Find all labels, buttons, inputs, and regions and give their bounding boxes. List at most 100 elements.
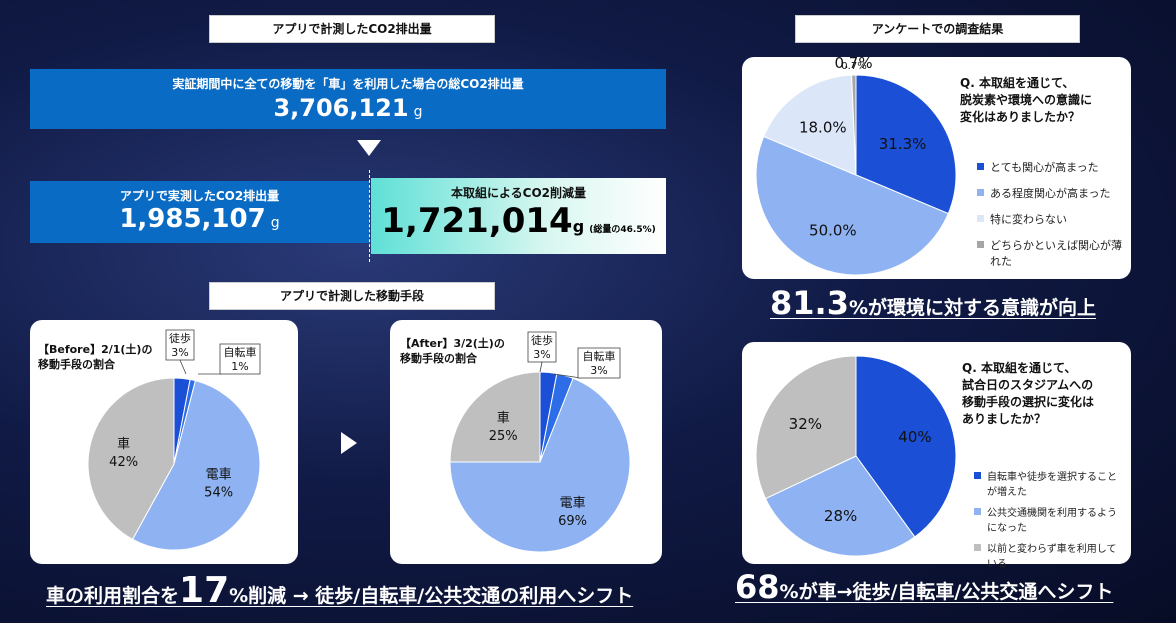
pie-slice-2: [763, 74, 857, 176]
legend-item: 公共交通機関を利用するようになった: [974, 504, 1126, 534]
transport-headline-suffix: %削減 → 徒歩/自転車/公共交通の利用へシフト: [229, 585, 634, 607]
pie-label-2: 32%: [789, 415, 822, 433]
reduction-co2-bar: 本取組によるCO2削減量 1,721,014g (総量の46.5%): [371, 178, 666, 254]
survey1-headline: 81.3%が環境に対する意識が向上: [770, 284, 1096, 322]
actual-co2-unit: g: [270, 215, 280, 231]
pie-label-1: 50.0%: [809, 221, 857, 239]
transport-headline-text: 車の利用割合を17%削減 → 徒歩/自転車/公共交通の利用へシフト: [46, 570, 634, 611]
survey1-panel: 31.3% 50.0% 18.0% 0.7% 0.7% Q. 本取組を通じて、 脱炭素や…: [742, 57, 1131, 279]
transport-section-header: アプリで計測した移動手段: [209, 282, 495, 310]
pie-slice-0: [855, 355, 957, 538]
before-chart-title: 【Before】2/1(土)の 移動手段の割合: [38, 343, 153, 371]
pie-slice-1: [764, 455, 916, 557]
reduction-co2-note: (総量の46.5%): [589, 225, 656, 235]
callout-label-0: 徒歩 3%: [169, 331, 191, 359]
survey2-headline-suffix: %が車→徒歩/自転車/公共交通へシフト: [779, 581, 1114, 603]
pie-label-3: 車 42%: [109, 437, 138, 470]
transport-headline-number: 17: [179, 570, 230, 611]
legend-item: 以前と変わらず車を利用している: [974, 540, 1126, 570]
survey1-pie-chart: 31.3%50.0%18.0%0.7%0.7%: [755, 57, 957, 276]
actual-co2-value-wrap: 1,985,107 g: [30, 204, 369, 234]
down-arrow-icon: [357, 140, 381, 156]
legend-item: 自転車や徒歩を選択することが増えた: [974, 468, 1126, 498]
survey1-headline-text: 81.3%が環境に対する意識が向上: [770, 284, 1096, 322]
legend-item: 特に変わらない: [977, 211, 1127, 227]
before-chart-panel: 【Before】2/1(土)の 移動手段の割合 電車 54% 車 42% 徒歩 3% 自転車…: [30, 320, 298, 564]
legend-label: 以前と変わらず車を利用している: [987, 544, 1117, 570]
total-co2-value: 3,706,121: [273, 94, 409, 122]
callout-label-1: 自転車 3%: [583, 349, 616, 377]
transport-headline: 車の利用割合を17%削減 → 徒歩/自転車/公共交通の利用へシフト: [46, 570, 633, 611]
actual-co2-value: 1,985,107: [119, 204, 266, 234]
pie-slice-2: [755, 355, 857, 500]
survey-section-header: アンケートでの調査結果: [795, 15, 1080, 43]
pie-slice-0: [855, 74, 957, 215]
total-co2-bar: 実証期間中に全ての移動を「車」を利用した場合の総CO2排出量 3,706,121…: [30, 69, 666, 129]
reduction-co2-label: 本取組によるCO2削減量: [451, 186, 586, 200]
bar-divider: [369, 170, 370, 262]
legend-swatch: [977, 215, 984, 222]
pie-slice-2: [131, 380, 261, 551]
survey2-headline: 68%が車→徒歩/自転車/公共交通へシフト: [735, 568, 1113, 606]
legend-label: 公共交通機関を利用するようになった: [987, 508, 1117, 534]
after-chart-panel: 【After】3/2(土)の 移動手段の割合 電車 69% 車 25% 徒歩 3% 自転車 3…: [390, 320, 662, 564]
total-co2-label: 実証期間中に全ての移動を「車」を利用した場合の総CO2排出量: [172, 77, 524, 91]
callout-box: [165, 329, 195, 361]
pie-label-0: 31.3%: [879, 135, 927, 153]
pie-slice-2: [449, 377, 631, 553]
pie-label-2: 電車 69%: [558, 496, 587, 529]
survey2-legend: 自転車や徒歩を選択することが増えた 公共交通機関を利用するようになった 以前と変わら…: [974, 468, 1126, 576]
legend-label: 自転車や徒歩を選択することが増えた: [987, 472, 1117, 498]
before-pie-chart: 電車 54% 車 42% 徒歩 3% 自転車 1%: [87, 329, 261, 551]
legend-label: 特に変わらない: [990, 213, 1067, 226]
legend-item: どちらかといえば関心が薄れた: [977, 237, 1127, 269]
pie-label-3: 車 25%: [489, 411, 518, 444]
legend-swatch: [974, 544, 981, 551]
co2-section-header: アプリで計測したCO2排出量: [209, 15, 495, 43]
survey2-question: Q. 本取組を通じて、 試合日のスタジアムへの 移動手段の選択に変化は ありまし…: [962, 361, 1095, 426]
legend-label: ある程度関心が高まった: [990, 187, 1111, 200]
callout-label-0: 徒歩 3%: [531, 333, 553, 361]
legend-swatch: [977, 163, 984, 170]
legend-swatch: [977, 189, 984, 196]
after-pie-chart: 電車 69% 車 25% 徒歩 3% 自転車 3%: [449, 331, 631, 553]
reduction-co2-value: 1,721,014: [381, 201, 573, 241]
pie-slice-3: [449, 371, 541, 463]
transport-headline-prefix: 車の利用割合を: [46, 585, 180, 607]
callout-line: [179, 359, 187, 375]
callout-box: [527, 331, 557, 363]
actual-co2-label: アプリで実測したCO2排出量: [119, 189, 280, 203]
survey1-headline-number: 81.3: [770, 284, 849, 322]
legend-item: ある程度関心が高まった: [977, 185, 1127, 201]
total-co2-value-wrap: 3,706,121 g: [30, 94, 666, 122]
callout-label-1: 自転車 1%: [224, 345, 257, 373]
legend-item: とても関心が高まった: [977, 159, 1127, 175]
reduction-co2-value-wrap: 1,721,014g (総量の46.5%): [371, 201, 666, 241]
pie-label-2: 18.0%: [799, 118, 847, 136]
pie-label-1: 28%: [824, 507, 857, 525]
pie-label-small: 0.7%: [841, 61, 866, 72]
right-arrow-icon: [341, 432, 357, 454]
survey2-headline-number: 68: [735, 568, 780, 606]
after-chart-title: 【After】3/2(土)の 移動手段の割合: [400, 337, 505, 365]
callout-box: [219, 343, 261, 375]
survey1-legend: とても関心が高まった ある程度関心が高まった 特に変わらないどちらかといえば関心が薄…: [977, 159, 1127, 279]
callout-box: [577, 347, 621, 379]
total-co2-unit: g: [413, 104, 423, 120]
callout-line: [539, 361, 543, 373]
actual-co2-bar: アプリで実測したCO2排出量 1,985,107 g: [30, 181, 369, 243]
pie-label-0: 40%: [898, 428, 931, 446]
legend-swatch: [974, 508, 981, 515]
pie-slice-1: [755, 135, 949, 276]
legend-label: どちらかといえば関心が薄れた: [990, 239, 1122, 268]
legend-swatch: [977, 241, 984, 248]
legend-label: とても関心が高まった: [990, 161, 1099, 174]
pie-label-3: 0.7%: [834, 57, 872, 72]
pie-slice-3: [87, 377, 175, 541]
pie-slice-3: [851, 74, 857, 176]
survey1-question: Q. 本取組を通じて、 脱炭素や環境への意識に 変化はありましたか？: [960, 76, 1093, 124]
survey1-headline-suffix: %が環境に対する意識が向上: [848, 297, 1096, 319]
survey2-panel: 40% 28% 32% Q. 本取組を通じて、 試合日のスタジアムへの 移動手段の選…: [742, 342, 1131, 570]
callout-line: [553, 373, 582, 379]
survey2-headline-text: 68%が車→徒歩/自転車/公共交通へシフト: [735, 568, 1114, 606]
